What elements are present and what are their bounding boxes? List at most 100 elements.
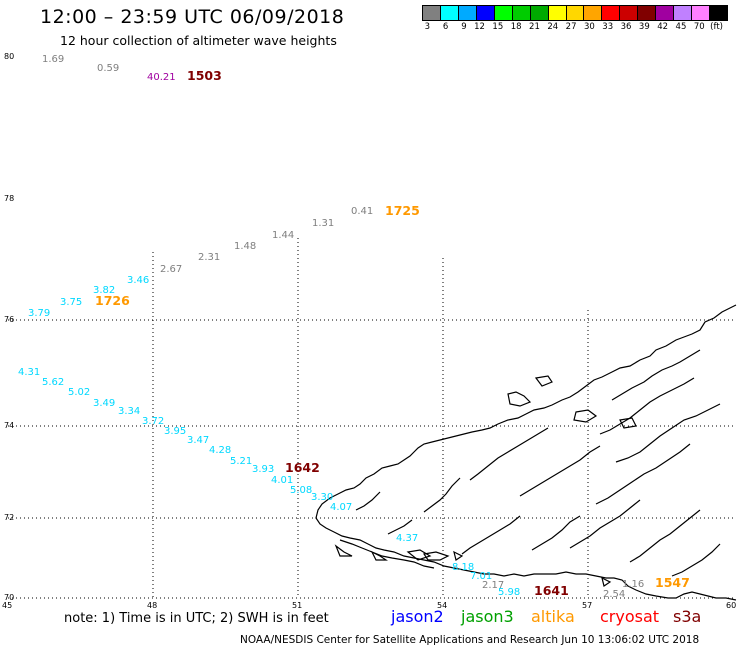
scale-label: 6	[442, 22, 449, 32]
scale-label: 70	[693, 22, 705, 32]
wave-height-label: 0.41	[351, 206, 373, 217]
scale-swatch	[566, 6, 585, 20]
wave-height-label: 2.54	[603, 589, 625, 600]
legend-jason3: jason3	[461, 607, 514, 626]
wave-height-label: 3.47	[187, 435, 209, 446]
wave-height-label: 1.44	[272, 230, 294, 241]
scale-label: 36	[620, 22, 632, 32]
wave-height-label: 1.69	[42, 54, 64, 65]
lat-label-80: 80	[4, 52, 15, 61]
wave-height-label: 0.59	[97, 63, 119, 74]
wave-height-label: 4.07	[330, 502, 352, 513]
legend-s3a: s3a	[673, 607, 702, 626]
wave-height-label: 3.93	[252, 464, 274, 475]
wave-height-label: 3.79	[28, 308, 50, 319]
scale-label: 42	[657, 22, 669, 32]
scale-label: (ft)	[710, 22, 723, 32]
scale-swatch	[584, 6, 603, 20]
wave-height-label: 4.37	[396, 533, 418, 544]
wave-height-label: 5.02	[68, 387, 90, 398]
footer-credit: NOAA/NESDIS Center for Satellite Applica…	[240, 634, 700, 646]
wave-height-label: 4.01	[271, 475, 293, 486]
scale-label: 45	[675, 22, 687, 32]
track-labels: 1.69 0.59 40.21 1503 0.41 1725 1.31 1.44 1.48 2.3…	[18, 54, 690, 600]
scale-label: 15	[492, 22, 504, 32]
lat-label-72: 72	[4, 513, 15, 522]
wave-height-label: 4.31	[18, 367, 40, 378]
map-title: 12:00 – 23:59 UTC 06/09/2018	[40, 6, 345, 28]
pass-time-label: 1726	[95, 293, 130, 308]
wave-height-label: 8.18	[452, 562, 474, 573]
wave-height-label: 7.01	[470, 571, 492, 582]
lat-label-70: 70	[4, 593, 15, 602]
pass-time-label: 1725	[385, 203, 420, 218]
scale-label: 24	[547, 22, 559, 32]
pass-time-label: 1642	[285, 460, 320, 475]
pass-time-label: 1503	[187, 68, 222, 83]
scale-swatch	[440, 6, 459, 20]
scale-label: 3	[424, 22, 430, 32]
scale-label: 33	[602, 22, 614, 32]
wave-height-label: 2.17	[482, 580, 504, 591]
scale-swatch	[530, 6, 549, 20]
color-scale-swatches	[422, 5, 728, 21]
wave-height-label: 5.21	[230, 456, 252, 467]
scale-label: 18	[510, 22, 522, 32]
scale-swatch	[423, 6, 441, 20]
lon-label-51: 51	[292, 601, 303, 610]
wave-height-label: 3.49	[93, 398, 115, 409]
lon-label-45: 45	[2, 601, 13, 610]
legend-cryosat: cryosat	[600, 607, 660, 626]
wave-height-label: 5.98	[498, 587, 520, 598]
map-subtitle: 12 hour collection of altimeter wave hei…	[60, 33, 337, 48]
scale-swatch	[656, 6, 675, 20]
scale-label: 12	[474, 22, 485, 32]
footer-note: note: 1) Time is in UTC; 2) SWH is in fe…	[64, 611, 329, 626]
wave-height-label: 2.67	[160, 264, 182, 275]
pass-time-label: 1547	[655, 575, 690, 590]
lat-label-78: 78	[4, 194, 15, 203]
color-scale-labels: 3 6 9 12 15 18 21 24 27 30 33 36 39 42 45 70 (ft)	[422, 22, 728, 32]
lon-label-54: 54	[437, 601, 448, 610]
scale-swatch	[710, 6, 727, 20]
lon-label-57: 57	[582, 601, 593, 610]
scale-swatch	[476, 6, 495, 20]
wave-height-label: 3.34	[118, 406, 140, 417]
lon-label-48: 48	[147, 601, 158, 610]
lat-label-74: 74	[4, 421, 15, 430]
lat-label-76: 76	[4, 315, 15, 324]
scale-label: 39	[638, 22, 650, 32]
wave-height-label: 1.31	[312, 218, 334, 229]
scale-label: 27	[565, 22, 577, 32]
wave-height-label: 3.72	[142, 416, 164, 427]
scale-swatch	[674, 6, 693, 20]
scale-swatch	[548, 6, 567, 20]
wave-height-label: 1.48	[234, 241, 256, 252]
wave-height-label: 1.16	[622, 579, 644, 590]
wave-height-label: 4.28	[209, 445, 231, 456]
scale-swatch	[458, 6, 477, 20]
legend-altika: altika	[531, 607, 575, 626]
pass-time-label: 1641	[534, 583, 569, 598]
wave-height-label: 5.08	[290, 485, 312, 496]
scale-swatch	[602, 6, 621, 20]
scale-swatch	[494, 6, 513, 20]
wave-height-label: 3.82	[93, 285, 115, 296]
scale-swatch	[620, 6, 639, 20]
greenland-coastline	[315, 304, 737, 601]
scale-swatch	[512, 6, 531, 20]
scale-label: 9	[461, 22, 467, 32]
scale-label: 30	[583, 22, 595, 32]
legend-jason2: jason2	[391, 607, 444, 626]
wave-height-label: 2.31	[198, 252, 220, 263]
wave-height-label: 3.75	[60, 297, 82, 308]
scale-swatch	[692, 6, 710, 20]
wave-height-color-scale: 3 6 9 12 15 18 21 24 27 30 33 36 39 42 45 70 (ft)	[422, 5, 728, 32]
lon-label-60: 60	[726, 601, 737, 610]
lat-lon-grid	[8, 238, 736, 599]
wave-height-label: 40.21	[147, 72, 176, 83]
scale-label: 21	[529, 22, 540, 32]
scale-swatch	[638, 6, 657, 20]
wave-height-label: 3.46	[127, 275, 149, 286]
